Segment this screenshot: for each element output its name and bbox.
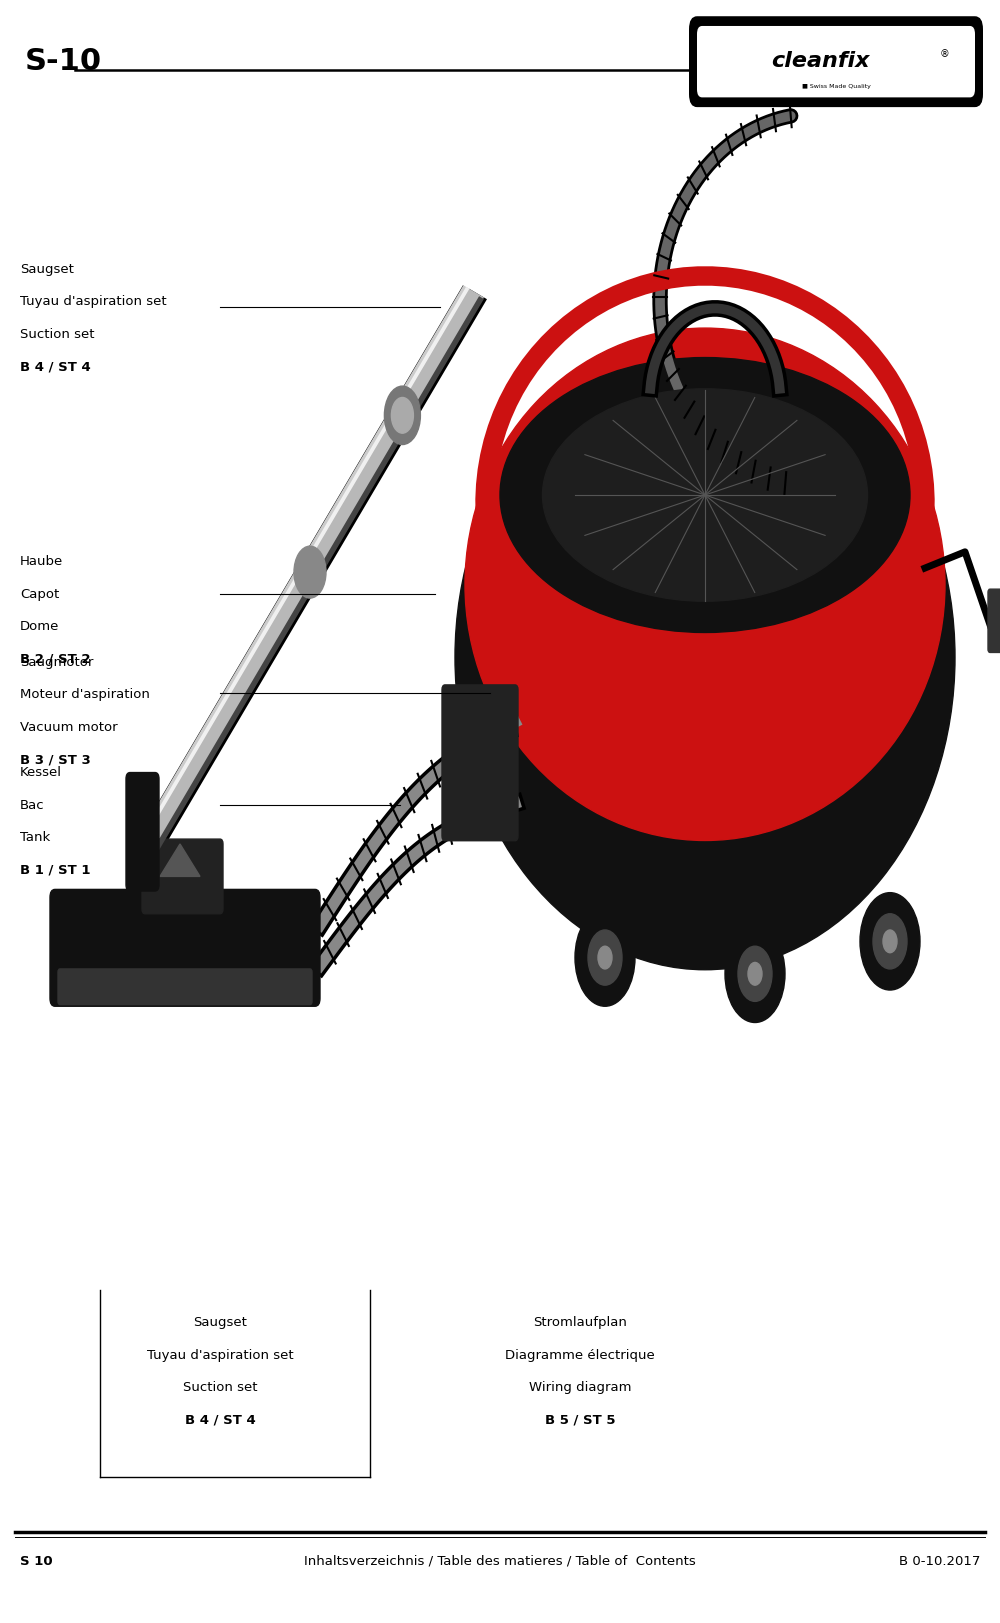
Circle shape [748, 962, 762, 985]
Text: Stromlaufplan: Stromlaufplan [533, 1316, 627, 1329]
Text: Suction set: Suction set [183, 1381, 257, 1394]
Ellipse shape [542, 390, 868, 601]
Circle shape [575, 909, 635, 1006]
Text: Wiring diagram: Wiring diagram [529, 1381, 631, 1394]
Text: Suction set: Suction set [20, 328, 94, 341]
Circle shape [588, 930, 622, 985]
Circle shape [598, 946, 612, 969]
Text: S-10: S-10 [25, 47, 102, 76]
Text: Kessel: Kessel [20, 766, 62, 779]
Text: Vacuum motor: Vacuum motor [20, 721, 118, 734]
Text: B 3 / ST 3: B 3 / ST 3 [20, 753, 91, 766]
Text: ■ Swiss Made Quality: ■ Swiss Made Quality [802, 83, 870, 89]
Text: Saugmotor: Saugmotor [20, 656, 93, 669]
Circle shape [294, 545, 326, 599]
Text: Tank: Tank [20, 831, 50, 844]
Text: S 10: S 10 [20, 1555, 53, 1568]
Text: B 5 / ST 5: B 5 / ST 5 [545, 1414, 615, 1427]
Text: Moteur d'aspiration: Moteur d'aspiration [20, 688, 150, 701]
Text: B 1 / ST 1: B 1 / ST 1 [20, 863, 90, 876]
Text: Diagramme électrique: Diagramme électrique [505, 1349, 655, 1362]
FancyBboxPatch shape [50, 889, 320, 1006]
FancyBboxPatch shape [58, 969, 312, 1005]
FancyBboxPatch shape [126, 773, 159, 891]
Text: Tuyau d'aspiration set: Tuyau d'aspiration set [20, 295, 167, 308]
Polygon shape [160, 844, 200, 876]
Circle shape [860, 893, 920, 990]
Text: Haube: Haube [20, 555, 63, 568]
Text: Capot: Capot [20, 588, 59, 601]
Circle shape [391, 398, 413, 433]
Circle shape [725, 925, 785, 1022]
Text: B 4 / ST 4: B 4 / ST 4 [20, 360, 91, 373]
Text: Inhaltsverzeichnis / Table des matieres / Table of  Contents: Inhaltsverzeichnis / Table des matieres … [304, 1555, 696, 1568]
FancyBboxPatch shape [988, 589, 1000, 652]
FancyBboxPatch shape [697, 26, 975, 97]
Text: Dome: Dome [20, 620, 59, 633]
Text: B 0-10.2017: B 0-10.2017 [899, 1555, 980, 1568]
Circle shape [883, 930, 897, 953]
Text: B 2 / ST 2: B 2 / ST 2 [20, 652, 90, 665]
FancyBboxPatch shape [442, 685, 518, 841]
Circle shape [738, 946, 772, 1001]
Ellipse shape [455, 346, 955, 971]
Text: B 4 / ST 4: B 4 / ST 4 [185, 1414, 255, 1427]
Circle shape [873, 914, 907, 969]
Text: Saugset: Saugset [193, 1316, 247, 1329]
Ellipse shape [465, 328, 945, 841]
Text: Tuyau d'aspiration set: Tuyau d'aspiration set [147, 1349, 293, 1362]
Ellipse shape [500, 357, 910, 633]
FancyBboxPatch shape [142, 839, 223, 914]
Text: cleanfix: cleanfix [771, 50, 869, 71]
FancyBboxPatch shape [689, 16, 983, 107]
Text: Bac: Bac [20, 799, 45, 812]
Text: Saugset: Saugset [20, 263, 74, 276]
Circle shape [384, 386, 420, 445]
Text: ®: ® [940, 49, 950, 60]
